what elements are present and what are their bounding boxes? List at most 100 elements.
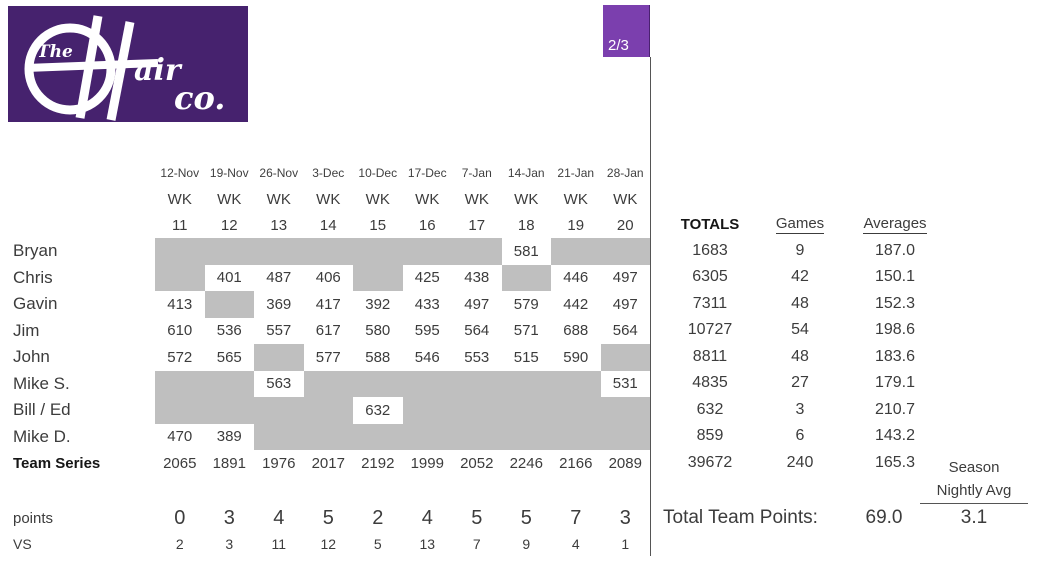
score-cell: 406 [315,269,341,287]
games-header: Games [775,214,825,234]
score-cell [501,397,551,424]
points-value: 3 [619,506,631,529]
date-header: 12-Nov [160,166,200,180]
wk-label: WK [365,190,390,208]
week-number: 17 [468,216,486,234]
score-cell [303,370,353,397]
score-cell: 610 [167,322,193,340]
page-indicator-label: 2/3 [608,37,629,54]
average-value: 198.6 [874,321,916,339]
score-cell [402,397,452,424]
team-games-value: 240 [786,453,814,471]
points-value: 7 [570,506,582,529]
score-cell: 572 [167,348,193,366]
average-value: 187.0 [874,241,916,259]
score-cell: 557 [266,322,292,340]
score-cell: 433 [414,295,440,313]
player-name: Mike S. [13,373,70,393]
week-number: 20 [616,216,634,234]
vs-value: 7 [472,536,481,552]
score-cell [551,370,601,397]
score-cell: 487 [266,269,292,287]
total-value: 6305 [692,268,728,286]
games-value: 6 [795,427,805,445]
team-series-cell: 2089 [608,454,642,472]
points-value: 5 [520,506,532,529]
wk-label: WK [415,190,440,208]
score-cell: 553 [464,348,490,366]
hair-co-logo: The air co. [8,6,248,122]
season-label: Season [948,459,1000,476]
total-value: 7311 [692,294,728,312]
team-series-cell: 1976 [262,454,296,472]
team-total-value: 39672 [687,453,733,471]
score-cell: 546 [414,348,440,366]
score-cell: 470 [167,428,193,446]
player-name: Chris [13,267,53,287]
week-number: 14 [319,216,337,234]
team-series-label: Team Series [13,454,101,472]
average-value: 143.2 [874,427,916,445]
team-series-cell: 2246 [509,454,543,472]
score-cell: 389 [216,428,242,446]
total-value: 859 [696,427,724,445]
score-cell [452,370,502,397]
logo-the-text: The [37,42,73,62]
score-cell: 588 [365,348,391,366]
score-cell: 497 [612,295,638,313]
score-cell: 442 [563,295,589,313]
score-cell [204,370,254,397]
score-cell [353,264,403,291]
player-name: Mike D. [13,426,71,446]
score-cell [402,370,452,397]
total-team-points-value: 69.0 [865,507,903,528]
score-cell: 688 [563,322,589,340]
vs-value: 9 [522,536,531,552]
average-value: 152.3 [874,294,916,312]
games-value: 9 [795,241,805,259]
week-number: 11 [171,216,188,234]
vs-label: VS [13,536,32,552]
hair-co-logo-art: The air co. [8,6,248,122]
week-number: 15 [369,216,387,234]
games-value: 48 [791,294,809,312]
average-value: 183.6 [874,347,916,365]
date-header: 3-Dec [312,166,345,180]
vs-value: 4 [571,536,580,552]
total-team-points-label: Total Team Points: [663,507,818,528]
score-cell [551,423,601,450]
score-cell: 531 [612,375,638,393]
score-cell: 417 [315,295,341,313]
score-cell [501,423,551,450]
wk-label: WK [613,190,638,208]
wk-label: WK [217,190,242,208]
week-header: 12-Nov 19-Nov 26-Nov 3-Dec 10-Dec 17-Dec… [0,160,650,238]
team-series-cell: 2017 [311,454,345,472]
score-cell: 590 [563,348,589,366]
score-cell [600,344,650,371]
wk-label: WK [266,190,291,208]
score-cell [254,238,304,265]
team-series-cell: 2166 [559,454,593,472]
player-name: Bryan [13,241,58,261]
player-name: Jim [13,320,40,340]
score-cell [303,423,353,450]
score-cell [501,264,551,291]
score-cell [353,238,403,265]
score-cell [402,238,452,265]
points-label: points [13,509,54,527]
score-cell: 577 [315,348,341,366]
score-cell [452,238,502,265]
score-cell [254,423,304,450]
score-cell: 497 [464,295,490,313]
averages-header: Averages [863,214,927,234]
score-cell: 564 [464,322,490,340]
date-header: 14-Jan [507,166,545,180]
score-cell: 565 [216,348,242,366]
score-cell [155,397,205,424]
score-cell: 438 [464,269,490,287]
points-value: 3 [223,506,235,529]
points-value: 4 [421,506,433,529]
logo-air-text: air [134,53,183,88]
score-cell [452,397,502,424]
